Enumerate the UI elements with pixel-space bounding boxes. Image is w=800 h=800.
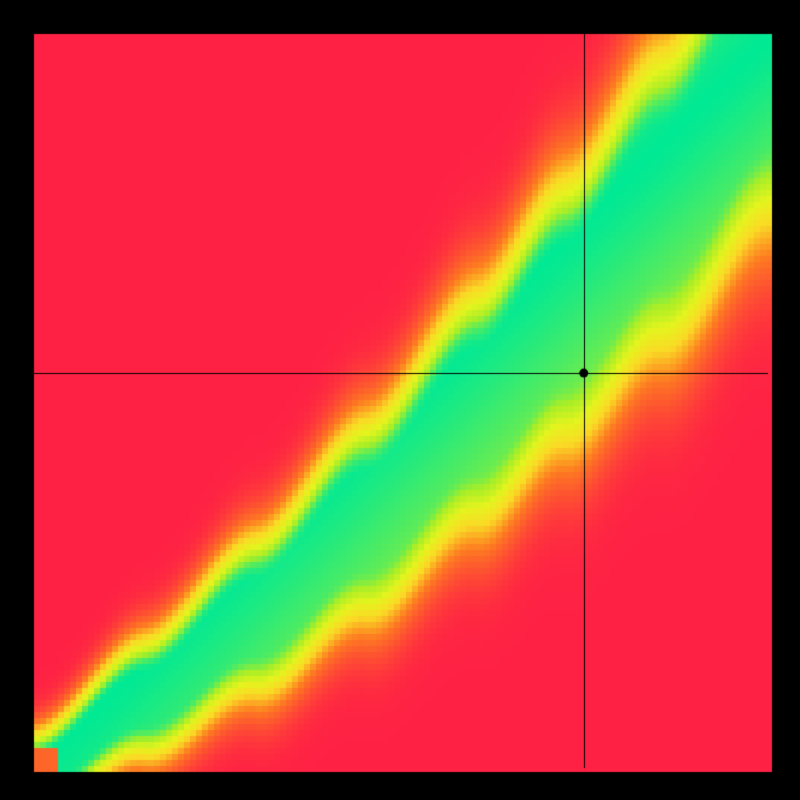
chart-container: TheBottleneck.com xyxy=(0,0,800,800)
bottleneck-heatmap xyxy=(0,0,800,800)
